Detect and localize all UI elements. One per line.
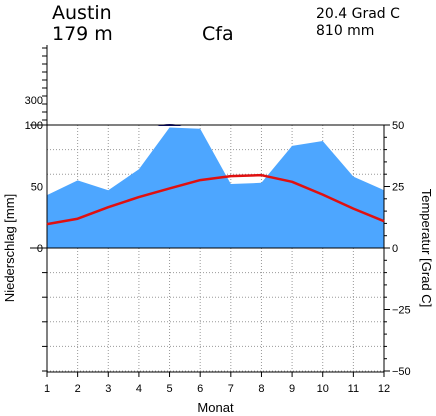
precipitation-area [47,124,384,248]
month-label: 12 [378,383,390,395]
annual-precipitation: 810 mm [316,23,375,39]
month-label: 2 [75,383,81,395]
precipitation-fill [47,127,384,248]
axis-ticks [42,47,390,377]
station-elevation: 179 m [52,23,113,45]
temperature-line [46,173,385,226]
station-name: Austin [52,2,112,24]
month-label: 7 [228,383,234,395]
month-label: 4 [136,383,142,395]
x-axis-title: Monat [197,400,234,415]
month-label: 1 [44,383,50,395]
temp-tick-label: 0 [392,243,398,255]
precip-tick-label: 300 [25,95,43,107]
month-label: 9 [289,383,295,395]
temp-tick-label: 50 [392,120,404,132]
month-label: 11 [348,383,359,395]
precip-tick-label: 50 [31,182,43,194]
temp-tick-label: 25 [392,182,404,194]
koppen-class: Cfa [202,23,234,45]
month-label: 3 [105,383,111,395]
precip-tick-label: 100 [25,120,43,132]
month-label: 5 [166,383,172,395]
temp-tick-label: −25 [392,305,411,317]
month-label: 6 [197,383,203,395]
month-label: 8 [258,383,264,395]
temperature-series [46,173,385,226]
temp-tick-label: −50 [392,366,411,378]
y2-axis-title: Temperatur [Grad C] [419,189,434,308]
month-label: 10 [317,383,329,395]
annual-mean-temperature: 20.4 Grad C [316,6,400,22]
y-axis-title: Niederschlag [mm] [2,194,17,302]
precip-tick-label: 0 [37,243,43,255]
